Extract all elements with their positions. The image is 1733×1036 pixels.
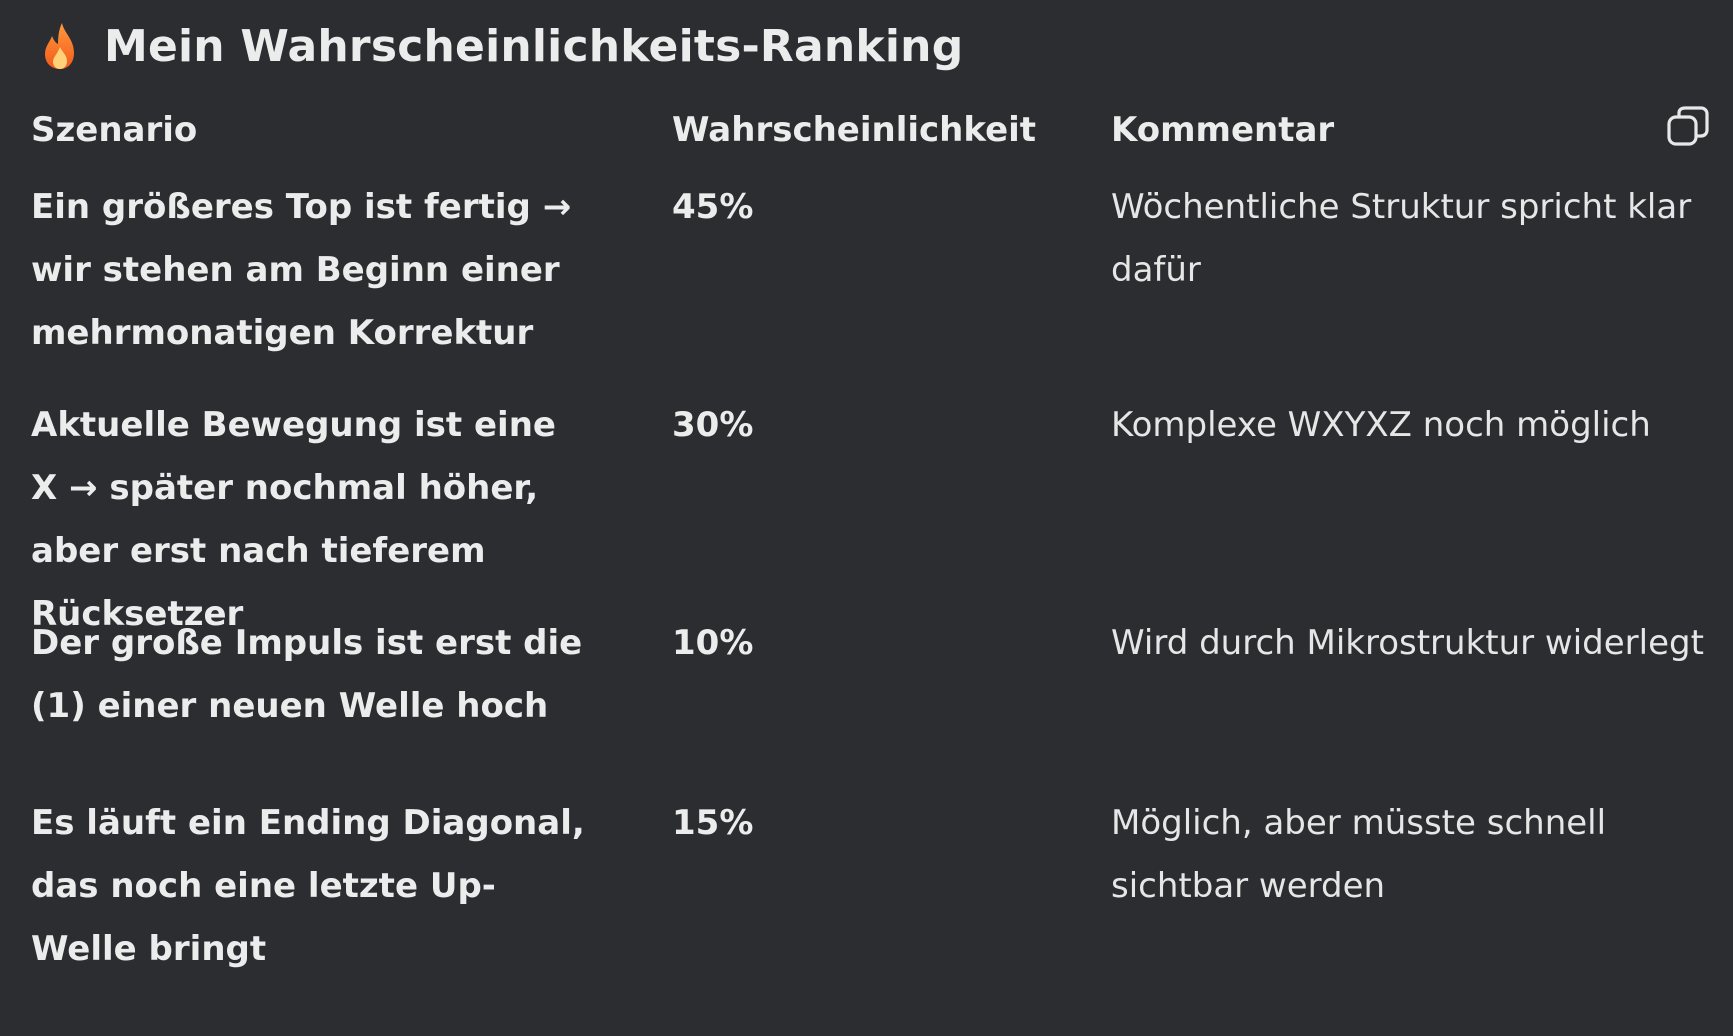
ranking-table: Szenario Wahrscheinlichkeit Kommentar Ei…	[31, 96, 1711, 969]
scenario-cell: Es läuft ein Ending Diagonal, das noch e…	[31, 803, 585, 969]
table-row: Aktuelle Bewegung ist eine X → später no…	[31, 394, 1711, 634]
scenario-cell: Aktuelle Bewegung ist eine X → später no…	[31, 405, 556, 634]
comment-cell: Möglich, aber müsste schnell sichtbar we…	[1111, 803, 1607, 906]
copy-icon[interactable]	[1665, 104, 1711, 150]
probability-cell: 15%	[672, 803, 754, 843]
table-row: Der große Impuls ist erst die (1) einer …	[31, 612, 1711, 792]
header-wahrscheinlichkeit: Wahrscheinlichkeit	[672, 110, 1037, 150]
comment-cell: Komplexe WXYXZ noch möglich	[1111, 405, 1651, 445]
header-szenario: Szenario	[31, 110, 198, 150]
header-kommentar: Kommentar	[1111, 110, 1335, 150]
table-row: Es läuft ein Ending Diagonal, das noch e…	[31, 792, 1711, 969]
comment-cell: Wöchentliche Struktur spricht klar dafür	[1111, 187, 1692, 290]
page-title: Mein Wahrscheinlichkeits-Ranking	[104, 20, 964, 72]
comment-cell: Wird durch Mikrostruktur widerlegt	[1111, 623, 1704, 663]
probability-cell: 10%	[672, 623, 754, 663]
table-row: Ein größeres Top ist fertig → wir stehen…	[31, 176, 1711, 394]
scenario-cell: Der große Impuls ist erst die (1) einer …	[31, 623, 583, 726]
section-heading: Mein Wahrscheinlichkeits-Ranking	[38, 14, 963, 78]
fire-icon	[45, 23, 74, 69]
table-header: Szenario Wahrscheinlichkeit Kommentar	[31, 96, 1711, 176]
probability-cell: 45%	[672, 187, 754, 227]
scenario-cell: Ein größeres Top ist fertig → wir stehen…	[31, 187, 572, 353]
probability-cell: 30%	[672, 405, 754, 445]
